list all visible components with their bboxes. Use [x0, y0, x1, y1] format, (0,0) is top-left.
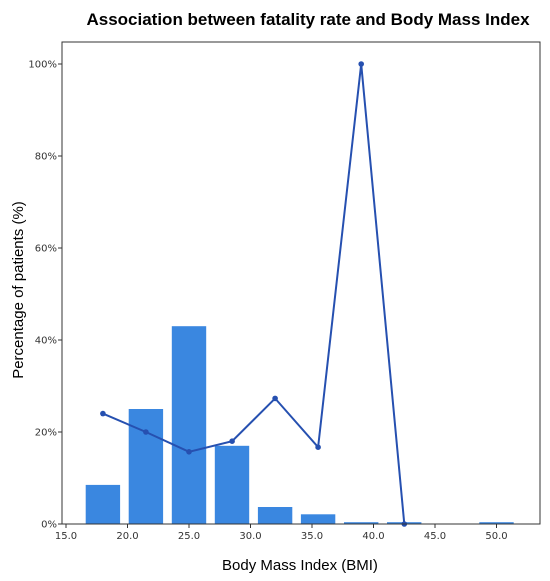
x-tick-label: 20.0 [116, 531, 138, 542]
y-tick-label: 80% [35, 152, 57, 163]
plot-area [85, 61, 514, 527]
bar [257, 507, 293, 524]
bar [171, 326, 207, 524]
line-point [100, 410, 106, 417]
y-tick-label: 40% [35, 336, 57, 347]
x-tick-label: 15.0 [55, 531, 77, 542]
bar [85, 484, 121, 524]
y-tick-label: 100% [28, 60, 57, 71]
x-tick-label: 30.0 [239, 531, 261, 542]
line-point [358, 61, 365, 67]
line-point [186, 449, 192, 455]
x-tick-label: 25.0 [178, 531, 200, 542]
bar [214, 445, 250, 524]
plot-frame [61, 41, 541, 525]
bar [344, 522, 379, 524]
line-point [229, 438, 235, 445]
fatality-rate-line [102, 63, 406, 525]
y-axis-label: Percentage of patients (%) [10, 201, 27, 379]
x-tick-label: 40.0 [362, 531, 384, 542]
y-tick-label: 60% [35, 244, 57, 255]
line-point [315, 444, 321, 451]
y-axis: 0% 20% 40% 60% 80% 100% [28, 60, 62, 531]
x-tick-label: 35.0 [301, 531, 323, 542]
line-point [272, 395, 278, 402]
y-tick-label: 20% [35, 428, 57, 439]
x-axis-label: Body Mass Index (BMI) [222, 557, 378, 574]
x-axis: 15.0 20.0 25.0 30.0 35.0 40.0 45.0 50.0 [55, 524, 508, 542]
line-point [143, 429, 149, 435]
bar [479, 522, 514, 524]
x-tick-label: 45.0 [424, 531, 446, 542]
y-tick-label: 0% [41, 520, 57, 531]
chart-title: Association between fatality rate and Bo… [86, 10, 530, 29]
x-tick-label: 50.0 [485, 531, 507, 542]
bar [300, 514, 336, 524]
